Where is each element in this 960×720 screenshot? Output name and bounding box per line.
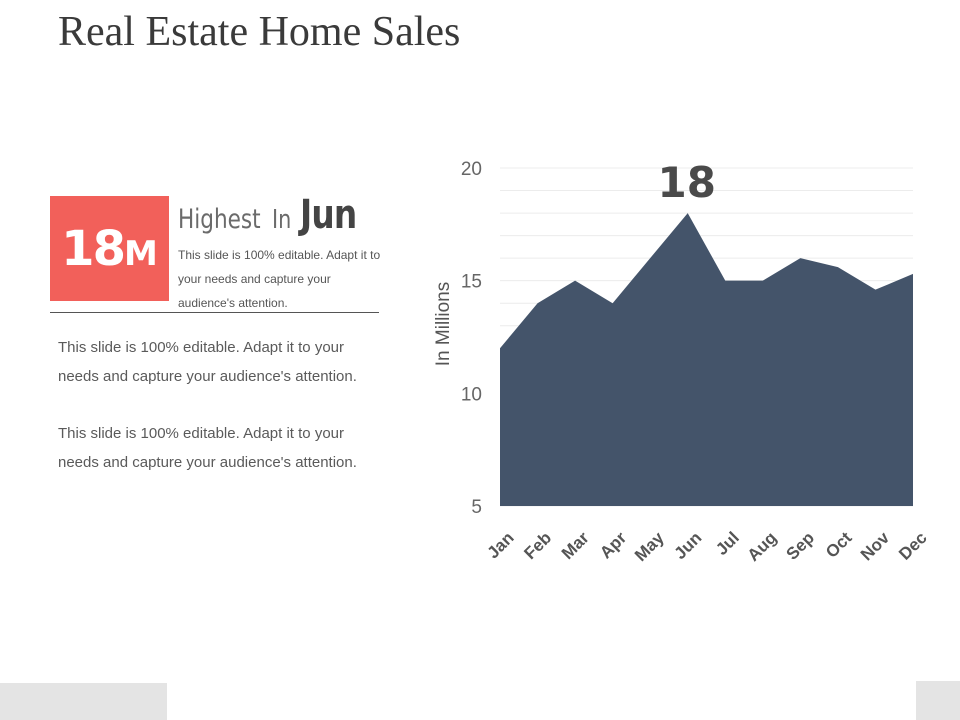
peak-data-label: 18 [658, 158, 716, 207]
y-tick-label: 10 [461, 384, 482, 405]
x-tick-label: Feb [520, 528, 555, 563]
y-axis-label: In Millions [433, 282, 454, 366]
y-tick-label: 5 [471, 497, 482, 518]
headline-prefix: Highest [178, 204, 261, 235]
footer-bar-right [916, 681, 960, 720]
kpi-value: 18 [61, 220, 126, 277]
kpi-description: This slide is 100% editable. Adapt it to… [178, 248, 381, 310]
x-tick-label: Jun [671, 528, 706, 563]
headline-in: In [272, 205, 292, 235]
area-series [500, 213, 913, 507]
x-tick-label: Dec [895, 528, 930, 563]
kpi-highlight-box: 18 M [50, 196, 169, 301]
x-tick-label: Jul [712, 528, 743, 559]
body-paragraph-2: This slide is 100% editable. Adapt it to… [58, 425, 357, 471]
x-tick-label: Jan [483, 528, 517, 562]
kpi-headline: Highest In Jun [178, 192, 369, 238]
x-tick-label: Nov [857, 528, 894, 565]
x-tick-label: Sep [783, 528, 818, 563]
kpi-unit: M [123, 233, 158, 274]
x-tick-label: Oct [822, 528, 856, 562]
y-tick-label: 15 [461, 272, 482, 293]
x-tick-label: Apr [596, 528, 630, 562]
footer-bar-left [0, 683, 167, 720]
body-paragraph-1: This slide is 100% editable. Adapt it to… [58, 339, 357, 385]
x-tick-label: Mar [558, 528, 593, 563]
x-tick-label: Aug [744, 528, 781, 565]
x-tick-label: May [631, 528, 668, 565]
page-title: Real Estate Home Sales [58, 9, 461, 55]
headline-month: Jun [299, 192, 357, 238]
y-tick-label: 20 [461, 159, 482, 180]
divider-line [50, 312, 379, 313]
